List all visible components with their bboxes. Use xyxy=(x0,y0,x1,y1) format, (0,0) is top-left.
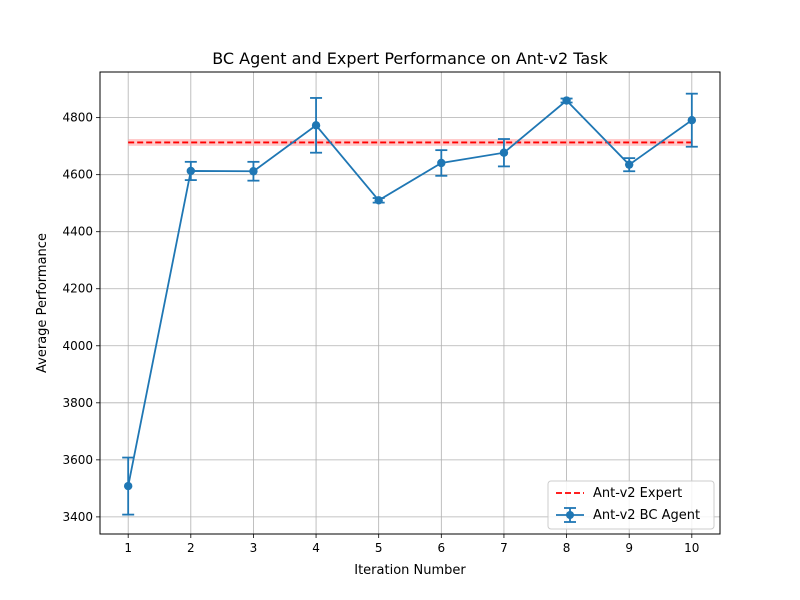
x-tick-label: 5 xyxy=(375,541,383,555)
y-tick-label: 4200 xyxy=(62,282,93,296)
x-tick-label: 8 xyxy=(563,541,571,555)
data-point xyxy=(249,167,258,176)
x-tick-label: 9 xyxy=(625,541,633,555)
y-tick-label: 4400 xyxy=(62,225,93,239)
data-point xyxy=(374,196,383,205)
y-tick-label: 4000 xyxy=(62,339,93,353)
legend: Ant-v2 Expert Ant-v2 BC Agent xyxy=(547,480,715,530)
x-axis-label: Iteration Number xyxy=(354,563,466,578)
y-axis-label: Average Performance xyxy=(35,233,50,373)
x-tick-label: 4 xyxy=(312,541,320,555)
y-axis-ticks: 3400 3600 3800 4000 4200 4400 4600 4800 xyxy=(62,111,100,524)
x-tick-label: 10 xyxy=(684,541,699,555)
data-point xyxy=(311,121,321,130)
y-tick-label: 3600 xyxy=(62,453,93,467)
data-point xyxy=(437,158,446,168)
plot-frame xyxy=(99,71,721,535)
legend-agent-label: Ant-v2 BC Agent xyxy=(593,508,700,523)
data-point xyxy=(562,96,571,105)
x-axis-ticks: 1 2 3 4 5 6 7 8 9 10 xyxy=(124,534,699,555)
data-point xyxy=(499,148,509,157)
chart-title: BC Agent and Expert Performance on Ant-v… xyxy=(212,49,608,68)
x-tick-label: 6 xyxy=(437,541,445,555)
data-point xyxy=(123,481,133,491)
legend-agent-swatch-marker xyxy=(566,511,574,519)
y-tick-label: 4600 xyxy=(62,168,93,182)
data-point xyxy=(624,160,634,169)
x-tick-label: 7 xyxy=(500,541,508,555)
x-tick-label: 3 xyxy=(250,541,258,555)
data-point xyxy=(186,166,196,176)
series-line xyxy=(127,99,693,487)
x-tick-label: 2 xyxy=(187,541,195,555)
y-tick-label: 3800 xyxy=(62,396,93,410)
legend-box xyxy=(547,480,715,530)
grid xyxy=(100,72,720,534)
data-point xyxy=(687,115,697,125)
series-layer xyxy=(122,92,698,516)
x-tick-label: 1 xyxy=(124,541,132,555)
expert-layer xyxy=(128,139,692,146)
y-tick-label: 3400 xyxy=(62,510,93,524)
y-tick-label: 4800 xyxy=(62,111,93,125)
legend-expert-label: Ant-v2 Expert xyxy=(593,486,682,501)
